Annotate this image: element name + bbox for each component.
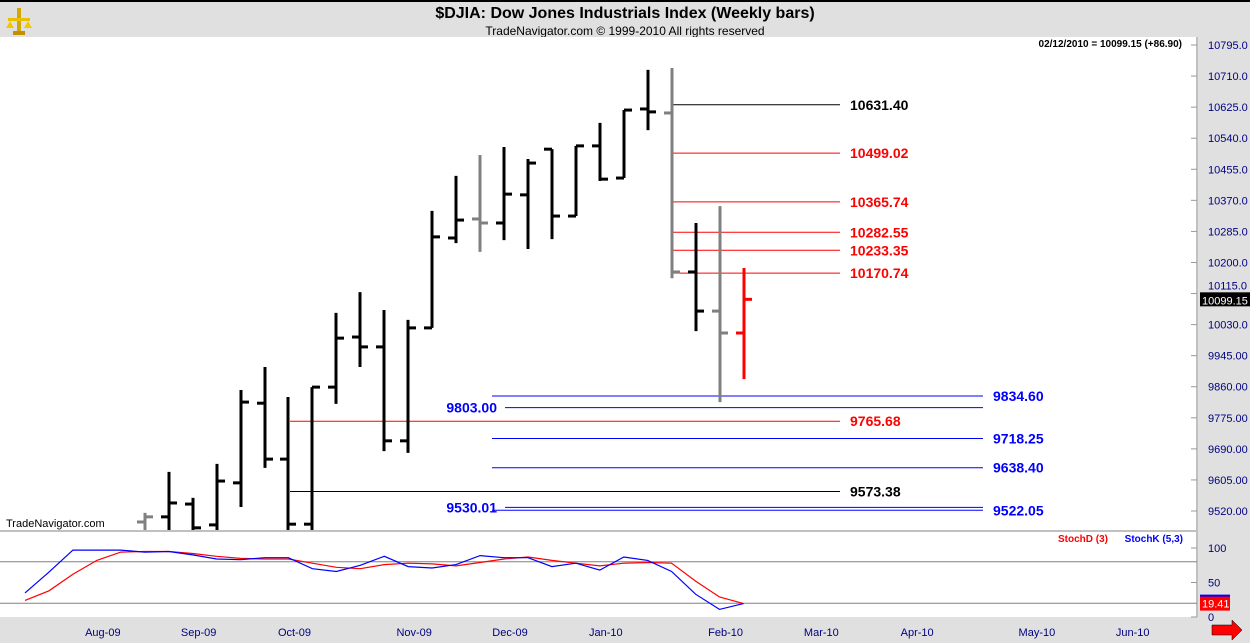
x-tick-label: Sep-09 (181, 627, 216, 639)
ohlc-bar (640, 69, 656, 131)
last-stoch-label: 19.41 (1202, 599, 1230, 611)
price-level-label: 9638.40 (993, 460, 1044, 476)
price-level-label: 9530.01 (446, 499, 497, 515)
y-tick-label: 10540.0 (1208, 133, 1248, 145)
chart-title: $DJIA: Dow Jones Industrials Index (Week… (435, 5, 815, 22)
ohlc-bar (688, 222, 704, 332)
legend-stochk: StochK (5,3) (1125, 534, 1183, 545)
ohlc-bar (496, 146, 512, 241)
x-tick-label: Oct-09 (278, 627, 311, 639)
x-tick-label: Jun-10 (1116, 627, 1150, 639)
x-tick-label: Nov-09 (396, 627, 431, 639)
ohlc-bar (520, 159, 536, 249)
stoch-y-tick-label: 100 (1208, 543, 1226, 555)
y-tick-label: 10285.0 (1208, 226, 1248, 238)
stochastic-panel (0, 532, 1197, 617)
price-level-label: 9765.68 (850, 413, 901, 429)
y-tick-label: 10370.0 (1208, 195, 1248, 207)
price-bars (137, 68, 752, 530)
x-tick-label: Aug-09 (85, 627, 120, 639)
ohlc-bar (544, 147, 560, 240)
y-tick-label: 10455.0 (1208, 164, 1248, 176)
ohlc-bar (280, 396, 296, 530)
price-axis: 10795.0 10710.0 10625.0 10540.0 10455.0 10370… (1191, 40, 1250, 518)
price-level-label: 10499.02 (850, 145, 909, 161)
date-axis: Aug-09 Sep-09 Oct-09 Nov-09 Dec-09 Jan-10 Feb-… (85, 627, 1149, 639)
chart-header: $DJIA: Dow Jones Industrials Index (Week… (0, 0, 1250, 38)
price-levels: 10631.40 10499.02 10365.74 10282.55 10233.35… (290, 97, 1044, 518)
price-level-label: 10233.35 (850, 242, 909, 258)
x-tick-label: Mar-10 (804, 627, 839, 639)
y-tick-label: 10115.0 (1208, 280, 1247, 292)
chart-subtitle: TradeNavigator.com © 1999-2010 All right… (485, 24, 765, 38)
scroll-right-button[interactable] (1211, 619, 1243, 641)
trade-navigator-logo-icon (6, 8, 32, 35)
stochastic-lines: 100 50 019.41 (0, 543, 1230, 624)
ohlc-bar (448, 175, 464, 244)
ohlc-bar (209, 463, 225, 530)
price-level-label: 10170.74 (850, 265, 909, 281)
price-level-label: 9803.00 (446, 400, 497, 416)
ohlc-bar (424, 210, 440, 330)
watermark-text: TradeNavigator.com (6, 518, 105, 530)
ohlc-bar (137, 512, 153, 530)
y-tick-label: 10710.0 (1208, 71, 1248, 83)
x-tick-label: Feb-10 (708, 627, 743, 639)
y-tick-label: 10030.0 (1208, 320, 1248, 332)
last-price-label: 10099.15 (1202, 295, 1248, 307)
y-tick-label: 10625.0 (1208, 102, 1248, 114)
last-stoch-box (1200, 595, 1230, 611)
y-tick-label: 10200.0 (1208, 257, 1248, 269)
ohlc-bar (400, 319, 416, 453)
ohlc-bar (185, 497, 201, 530)
x-tick-label: Jan-10 (589, 627, 623, 639)
ohlc-bar (376, 309, 392, 452)
ohlc-bar (472, 155, 488, 252)
price-level-label: 10365.74 (850, 194, 909, 210)
ohlc-bar (568, 144, 584, 218)
price-panel (0, 37, 1197, 530)
ohlc-bar (664, 68, 680, 279)
x-tick-label: Apr-10 (901, 627, 934, 639)
x-tick-label: Dec-09 (492, 627, 527, 639)
arrow-right-icon[interactable] (1211, 619, 1243, 641)
y-tick-label: 9690.00 (1208, 444, 1248, 456)
price-level-label: 9834.60 (993, 388, 1044, 404)
ohlc-bar (736, 267, 752, 380)
stoch-y-tick-label: 0 (1208, 612, 1214, 624)
ohlc-bar (257, 367, 273, 468)
y-tick-label: 10795.0 (1208, 40, 1248, 52)
price-level-label: 9573.38 (850, 484, 901, 500)
ohlc-bar (352, 292, 368, 368)
last-price-box (1200, 292, 1250, 307)
quote-readout: 02/12/2010 = 10099.15 (+86.90) (1039, 39, 1182, 50)
ohlc-bar (616, 108, 632, 180)
x-tick-label: May-10 (1019, 627, 1056, 639)
ohlc-bar (328, 312, 344, 404)
ohlc-bar (304, 385, 320, 530)
ohlc-bar (712, 206, 728, 403)
y-tick-label: 9605.00 (1208, 475, 1248, 487)
legend-stochd: StochD (3) (1058, 534, 1108, 545)
ohlc-bar (161, 471, 177, 530)
price-level-label: 9522.05 (993, 502, 1044, 518)
price-level-label: 10282.55 (850, 224, 909, 240)
price-level-label: 10631.40 (850, 97, 909, 113)
stoch-y-tick-label: 50 (1208, 578, 1220, 590)
ohlc-bar (233, 390, 249, 507)
y-tick-label: 9775.00 (1208, 413, 1248, 425)
y-tick-label: 9945.00 (1208, 351, 1248, 363)
y-tick-label: 9520.00 (1208, 506, 1248, 518)
stoch-series-line (24, 549, 744, 611)
y-tick-label: 9860.00 (1208, 382, 1248, 394)
price-level-label: 9718.25 (993, 431, 1044, 447)
ohlc-bar (592, 122, 608, 181)
